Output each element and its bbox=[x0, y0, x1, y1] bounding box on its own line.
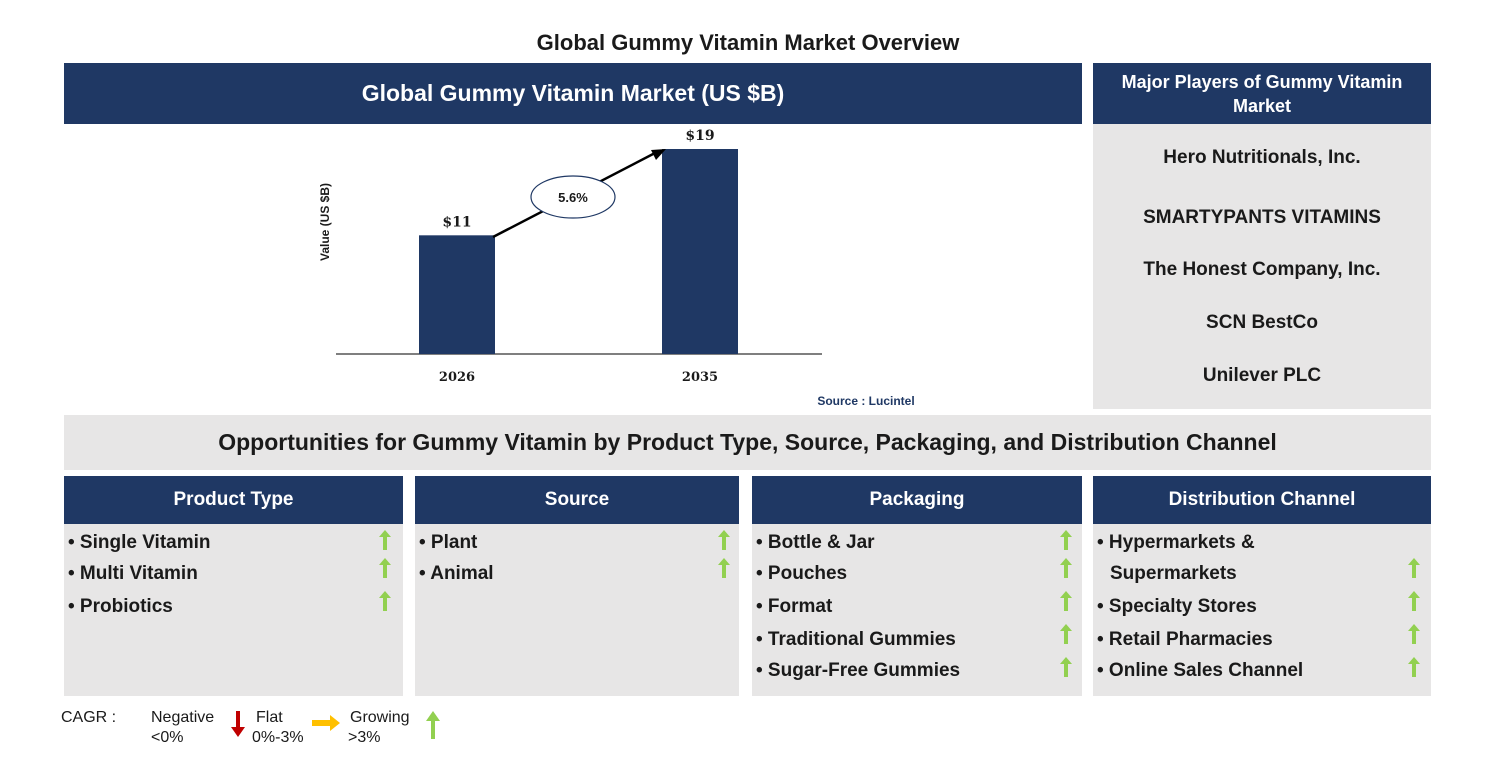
player-item: The Honest Company, Inc. bbox=[1143, 259, 1381, 280]
segment-header-source: Source bbox=[415, 476, 739, 524]
growing-arrow-icon bbox=[718, 530, 730, 550]
growing-arrow-icon bbox=[379, 530, 391, 550]
chart-source: Source : Lucintel bbox=[817, 394, 914, 408]
segment-panel-source: • Plant • Animal bbox=[415, 524, 739, 696]
cagr-arrow-head bbox=[651, 149, 666, 160]
growing-arrow-icon bbox=[1408, 624, 1420, 644]
segment-item: • Online Sales Channel bbox=[1097, 660, 1304, 681]
legend-growing-range: >3% bbox=[348, 729, 381, 746]
legend-cagr-label: CAGR : bbox=[61, 709, 117, 726]
bar-2026 bbox=[419, 235, 495, 354]
player-item: SCN BestCo bbox=[1206, 312, 1318, 333]
legend-growing-label: Growing bbox=[350, 709, 410, 726]
players-header: Major Players of Gummy Vitamin Market bbox=[1093, 63, 1431, 124]
legend-flat-range: 0%-3% bbox=[252, 729, 304, 746]
segment-panel-product-type: • Single Vitamin • Multi Vitamin • Probi… bbox=[64, 524, 403, 696]
player-item: SMARTYPANTS VITAMINS bbox=[1143, 207, 1381, 228]
segment-item: • Probiotics bbox=[68, 596, 173, 617]
segment-item: • Plant bbox=[419, 532, 478, 553]
legend-negative-range: <0% bbox=[151, 729, 184, 746]
cagr-label: 5.6% bbox=[558, 190, 588, 205]
segment-item: • Format bbox=[756, 596, 833, 617]
segment-item: • Hypermarkets & bbox=[1097, 532, 1255, 553]
players-panel: Hero Nutritionals, Inc. SMARTYPANTS VITA… bbox=[1093, 124, 1431, 409]
legend-negative-label: Negative bbox=[151, 709, 215, 726]
growing-arrow-icon bbox=[1408, 558, 1420, 578]
growing-arrow-icon bbox=[379, 558, 391, 578]
segment-item: • Animal bbox=[419, 563, 494, 584]
segment-header-distribution-channel: Distribution Channel bbox=[1093, 476, 1431, 524]
growing-arrow-icon bbox=[1060, 558, 1072, 578]
segment-item: • Bottle & Jar bbox=[756, 532, 875, 553]
x-tick-label: 2026 bbox=[439, 370, 475, 385]
growing-arrow-icon bbox=[426, 711, 440, 739]
growing-arrow-icon bbox=[1408, 591, 1420, 611]
segment-item: • Pouches bbox=[756, 563, 848, 584]
bar-2035 bbox=[662, 149, 738, 354]
segment-header-product-type: Product Type bbox=[64, 476, 403, 524]
y-axis-label: Value (US $B) bbox=[318, 183, 332, 261]
page-title: Global Gummy Vitamin Market Overview bbox=[536, 30, 960, 55]
segment-item: • Retail Pharmacies bbox=[1097, 629, 1273, 650]
bar-value-label: $19 bbox=[685, 128, 714, 144]
segment-item: • Traditional Gummies bbox=[756, 629, 956, 650]
player-item: Hero Nutritionals, Inc. bbox=[1163, 147, 1361, 168]
growing-arrow-icon bbox=[1060, 530, 1072, 550]
segment-item: • Sugar-Free Gummies bbox=[756, 660, 961, 681]
flat-arrow-icon bbox=[312, 715, 340, 731]
growing-arrow-icon bbox=[1060, 624, 1072, 644]
negative-arrow-icon bbox=[231, 711, 245, 737]
player-item: Unilever PLC bbox=[1202, 365, 1322, 386]
segment-panel-distribution-channel: • Hypermarkets & Supermarkets • Specialt… bbox=[1093, 524, 1431, 696]
segment-panel-packaging: • Bottle & Jar • Pouches • Format • Trad… bbox=[752, 524, 1082, 696]
growing-arrow-icon bbox=[1060, 591, 1072, 611]
growing-arrow-icon bbox=[379, 591, 391, 611]
opportunities-title: Opportunities for Gummy Vitamin by Produ… bbox=[64, 415, 1431, 470]
growing-arrow-icon bbox=[1060, 657, 1072, 677]
cagr-ellipse bbox=[530, 175, 616, 219]
segment-item: • Multi Vitamin bbox=[68, 563, 198, 584]
legend-flat-label: Flat bbox=[256, 709, 283, 726]
segment-item: • Specialty Stores bbox=[1097, 596, 1257, 617]
growing-arrow-icon bbox=[1408, 657, 1420, 677]
chart-header: Global Gummy Vitamin Market (US $B) bbox=[64, 63, 1082, 124]
segment-item-continuation: Supermarkets bbox=[1110, 563, 1237, 584]
growing-arrow-icon bbox=[718, 558, 730, 578]
x-tick-label: 2035 bbox=[682, 370, 718, 385]
segment-item: • Single Vitamin bbox=[68, 532, 211, 553]
segment-header-packaging: Packaging bbox=[752, 476, 1082, 524]
bar-value-label: $11 bbox=[442, 214, 471, 230]
